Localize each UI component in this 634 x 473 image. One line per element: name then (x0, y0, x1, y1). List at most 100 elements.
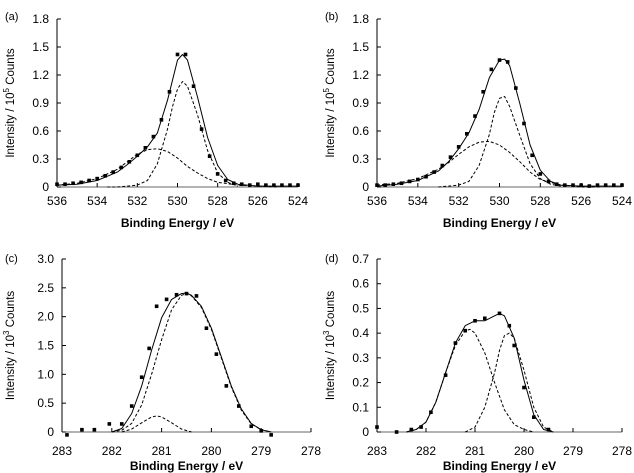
y-tick-label: 0.6 (352, 277, 369, 291)
data-point-marker (522, 121, 526, 126)
y-tick-label: 1.5 (37, 339, 54, 353)
component-peak-line-3 (56, 148, 278, 188)
x-tick-label: 278 (612, 444, 632, 458)
data-point-marker (79, 180, 83, 185)
data-point-marker (164, 297, 169, 302)
y-axis-title-exponent: 5 (322, 87, 331, 92)
data-point-marker (473, 114, 477, 118)
data-point-marker (151, 134, 156, 139)
data-point-marker (129, 404, 134, 408)
x-axis-title: Binding Energy / eV (443, 216, 556, 230)
x-tick-label: 534 (87, 194, 107, 208)
x-tick-label: 528 (208, 194, 228, 208)
chart-panel-1: 0 0.3 0.6 0.9 1.2 1.5 1.8 536 534 532 530 528 526 524… (2, 11, 308, 230)
data-point-marker (65, 433, 69, 437)
data-point-marker (143, 146, 148, 150)
y-axis-title-exponent: 3 (2, 330, 11, 335)
x-tick-label: 530 (489, 194, 509, 208)
y-tick-label: 0.3 (352, 351, 369, 365)
data-point-marker (224, 384, 229, 388)
y-axis-title: Intensity / 105 Counts (322, 48, 337, 158)
data-point-marker (532, 415, 536, 419)
y-tick-label: 0.4 (352, 326, 369, 340)
x-tick-label: 279 (251, 444, 271, 458)
y-tick-label: 1.0 (37, 367, 54, 381)
data-point-marker (409, 427, 414, 432)
component-peak-line-2 (107, 81, 238, 188)
y-tick-label: 1.5 (32, 40, 49, 54)
y-tick-label: 0.2 (352, 376, 369, 390)
y-tick-label: 0.9 (352, 96, 369, 110)
y-tick-label: 0.5 (37, 396, 54, 410)
y-axis-title-suffix: Counts (5, 48, 17, 88)
y-axis-title-prefix: Intensity / 10 (325, 335, 337, 400)
x-tick-label: 279 (563, 444, 583, 458)
x-tick-label: 528 (530, 194, 550, 208)
data-point-marker (483, 316, 487, 321)
data-point-marker (231, 181, 236, 186)
data-point-marker (269, 433, 273, 437)
x-tick-label: 526 (248, 194, 268, 208)
data-point-marker (204, 326, 209, 330)
x-tick-label: 536 (47, 194, 67, 208)
component-peak-line-3 (121, 415, 192, 433)
x-tick-label: 283 (367, 444, 387, 458)
data-point-marker (259, 429, 263, 433)
data-point-marker (215, 172, 220, 176)
y-axis-title: Intensity / 103 Counts (322, 291, 337, 401)
x-tick-label: 530 (167, 194, 187, 208)
data-point-marker (175, 52, 180, 57)
y-tick-label: 0.5 (352, 301, 369, 315)
fit-envelope-line (406, 312, 554, 433)
data-point-marker (63, 182, 67, 186)
y-tick-label: 1.2 (352, 68, 369, 82)
data-point-marker (272, 183, 276, 187)
data-point-marker (103, 174, 107, 178)
y-tick-label: 2.5 (37, 281, 54, 295)
y-tick-label: 1.5 (352, 40, 369, 54)
y-tick-label: 0 (42, 180, 49, 194)
data-point-marker (538, 172, 543, 176)
data-point-marker (512, 343, 516, 348)
data-point-marker (154, 304, 159, 309)
data-point-marker (80, 427, 84, 432)
fit-envelope-line (111, 292, 272, 433)
x-tick-label: 280 (201, 444, 221, 458)
y-axis-title-suffix: Counts (5, 291, 17, 331)
y-tick-label: 0.7 (352, 252, 369, 266)
panel-label: (d) (325, 253, 338, 265)
data-point-marker (489, 67, 494, 72)
y-tick-label: 3.0 (37, 252, 54, 266)
x-tick-label: 282 (416, 444, 436, 458)
x-tick-label: 524 (288, 194, 308, 208)
data-point-marker (280, 183, 284, 187)
y-axis-title-prefix: Intensity / 10 (5, 92, 17, 157)
data-point-marker (595, 183, 600, 187)
data-point-marker (139, 375, 144, 380)
data-point-marker (107, 422, 112, 426)
component-peak-line-3 (464, 332, 554, 433)
x-tick-label: 534 (408, 194, 428, 208)
x-tick-label: 283 (52, 444, 72, 458)
y-axis-title-exponent: 3 (322, 330, 331, 335)
data-point-marker (530, 153, 534, 158)
data-point-marker (603, 183, 608, 187)
data-point-marker (127, 160, 132, 164)
y-tick-label: 0.9 (32, 96, 49, 110)
x-axis-title: Binding Energy / eV (130, 459, 243, 473)
chart-panel-4: 0 0.1 0.2 0.3 0.4 0.5 0.6 0.7 283 282 281 280 279 278… (322, 252, 632, 473)
data-point-marker (571, 183, 575, 187)
panel-label: (c) (5, 253, 18, 265)
data-point-marker (440, 163, 445, 168)
component-peak-line-2 (438, 96, 561, 188)
data-point-marker (554, 182, 559, 186)
y-tick-label: 0 (362, 180, 369, 194)
data-point-marker (465, 132, 469, 136)
data-point-marker (481, 90, 485, 94)
data-point-marker (174, 292, 179, 297)
y-tick-label: 1.2 (32, 68, 49, 82)
y-axis-title-prefix: Intensity / 10 (5, 335, 17, 400)
data-point-marker (456, 145, 461, 149)
x-tick-label: 536 (367, 194, 387, 208)
